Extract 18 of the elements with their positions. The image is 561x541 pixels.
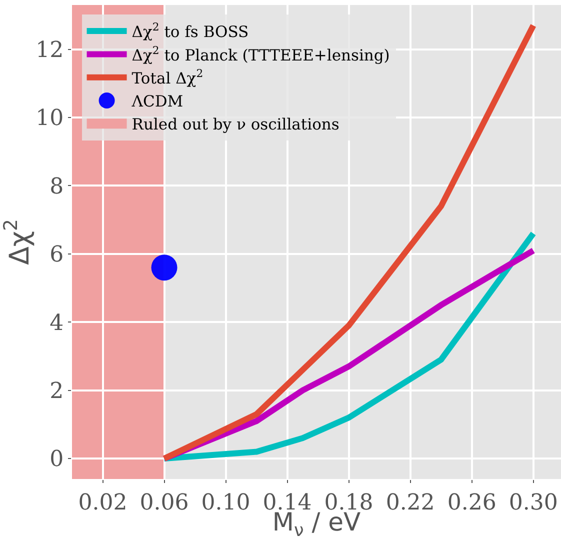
x-tick-label: 0.06 bbox=[140, 490, 189, 516]
legend-label: Δχ$^{2}$ to fs BOSS bbox=[132, 20, 249, 42]
x-tick-label: 0.10 bbox=[201, 490, 250, 516]
x-tick-label: 0.02 bbox=[78, 490, 128, 516]
legend-label: Total Δχ$^{2}$ bbox=[132, 66, 204, 88]
x-tick-label: 0.22 bbox=[386, 490, 435, 516]
y-tick-label: 8 bbox=[50, 174, 64, 200]
y-tick-label: 2 bbox=[50, 379, 64, 404]
legend-label: Δχ$^{2}$ to Planck (TTTEEE+lensing) bbox=[132, 44, 390, 64]
x-tick-label: 0.30 bbox=[508, 490, 558, 516]
x-tick-label: 0.26 bbox=[447, 490, 496, 516]
y-tick-label: 0 bbox=[50, 447, 64, 472]
y-tick-label: 10 bbox=[36, 106, 64, 132]
y-tick-label: 6 bbox=[50, 242, 64, 268]
y-tick-label: 12 bbox=[36, 38, 64, 64]
legend-label: ΛCDM bbox=[130, 92, 184, 111]
y-tick-label: 4 bbox=[50, 310, 64, 336]
band-label: Ruled out by ν oscillations bbox=[132, 116, 340, 134]
